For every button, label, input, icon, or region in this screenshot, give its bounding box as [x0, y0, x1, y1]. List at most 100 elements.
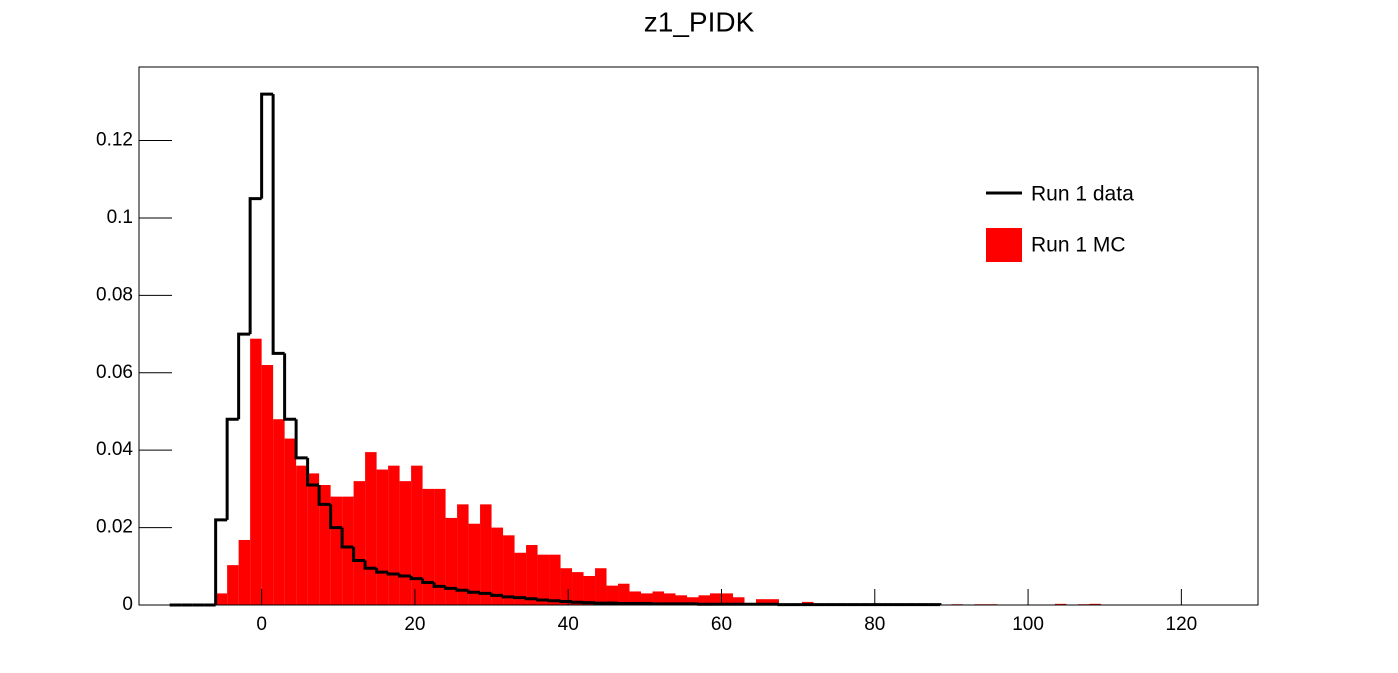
x-tick-label: 100	[1012, 614, 1044, 635]
histogram-bar	[698, 595, 710, 605]
histogram-step	[432, 582, 446, 588]
histogram-bar	[664, 593, 676, 605]
legend-swatch	[986, 228, 1022, 262]
x-tick-label: 120	[1166, 614, 1198, 635]
histogram-step	[444, 586, 458, 590]
histogram-step	[248, 197, 262, 335]
histogram-bar	[434, 488, 446, 605]
histogram-step	[409, 575, 423, 581]
histogram-step	[559, 600, 573, 604]
histogram-step	[214, 518, 228, 605]
histogram-bar	[215, 593, 228, 605]
histogram-bar	[445, 517, 458, 605]
histogram-bar	[480, 504, 492, 605]
y-tick-label: 0.08	[96, 284, 133, 305]
x-tick-label: 0	[256, 614, 267, 635]
histogram-bar	[503, 535, 515, 605]
histogram-bar	[1054, 603, 1067, 605]
histogram-bar	[296, 465, 308, 605]
histogram-step	[329, 504, 343, 530]
histogram-bar	[307, 473, 320, 605]
histogram-step	[478, 591, 492, 595]
histogram-step	[386, 572, 400, 576]
histogram-bar	[457, 504, 469, 605]
histogram-bar	[583, 575, 596, 605]
histogram-bar	[491, 527, 504, 605]
y-tick-label: 0.02	[96, 517, 133, 538]
histogram-bar	[618, 583, 630, 605]
histogram-step	[421, 578, 435, 585]
histogram-step	[363, 560, 377, 570]
histogram-bar	[227, 565, 239, 605]
histogram-bar	[526, 545, 538, 605]
histogram-bar	[342, 496, 354, 605]
histogram-bar	[595, 568, 607, 605]
histogram-bar	[353, 481, 366, 605]
histogram-step	[501, 595, 515, 599]
histogram-bar	[261, 365, 274, 605]
y-tick-label: 0.04	[96, 439, 133, 460]
histogram-bar	[330, 496, 343, 605]
histogram-step	[306, 457, 320, 487]
histogram-step	[294, 419, 308, 460]
histogram-bar	[709, 593, 722, 605]
histogram-bar	[652, 591, 665, 605]
y-tick-label: 0.06	[96, 362, 133, 383]
histogram-bar	[606, 585, 619, 605]
histogram-step	[317, 485, 331, 506]
histogram-bar	[641, 593, 653, 605]
histogram-bar	[319, 485, 331, 605]
x-tick-label: 20	[404, 614, 425, 635]
histogram-step	[570, 600, 584, 604]
histogram-bar	[755, 599, 768, 605]
histogram-bar	[273, 419, 285, 605]
plot-frame	[138, 66, 1259, 606]
histogram-bar	[411, 465, 423, 605]
histogram-bar	[284, 438, 297, 605]
histogram-bar	[514, 552, 527, 605]
histogram-bar	[675, 595, 688, 605]
histogram-bar	[549, 554, 561, 605]
legend-label: Run 1 data	[1031, 183, 1134, 206]
y-tick-label: 0.12	[96, 130, 133, 151]
histogram-step	[398, 574, 412, 578]
y-tick-label: 0	[122, 594, 133, 615]
histogram-step	[467, 590, 481, 594]
histogram-bar	[388, 465, 400, 605]
histogram-bar	[468, 523, 481, 605]
x-tick-label: 40	[558, 614, 579, 635]
histogram-step	[536, 598, 550, 602]
histogram-bar	[560, 568, 573, 605]
x-tick-label: 60	[711, 614, 732, 635]
histogram-bar	[238, 539, 251, 605]
histogram-bar	[399, 481, 412, 605]
histogram-step	[490, 593, 504, 597]
histogram-step	[283, 353, 297, 421]
histogram-bar	[365, 452, 377, 605]
histogram-step	[513, 596, 527, 600]
histogram-bar	[687, 597, 699, 605]
histogram-bar	[629, 591, 642, 605]
histogram-bar	[422, 488, 435, 605]
chart-title: z1_PIDK	[644, 6, 755, 37]
histogram-bar	[376, 469, 389, 605]
histogram-step	[225, 417, 239, 520]
histogram-step	[375, 568, 389, 574]
histogram-bar	[732, 597, 745, 605]
histogram-step	[524, 597, 538, 601]
histogram-bar	[767, 599, 779, 605]
histogram-step	[237, 332, 251, 420]
histogram-bar	[537, 554, 550, 605]
histogram-step	[340, 527, 354, 549]
histogram-bar	[721, 593, 733, 605]
legend-label: Run 1 MC	[1031, 234, 1126, 257]
y-tick-label: 0.1	[107, 207, 133, 228]
x-tick-label: 80	[864, 614, 885, 635]
histogram-step	[260, 92, 274, 199]
histogram-bar	[250, 338, 262, 605]
histogram-step	[547, 599, 561, 603]
histogram-bar	[572, 572, 584, 605]
